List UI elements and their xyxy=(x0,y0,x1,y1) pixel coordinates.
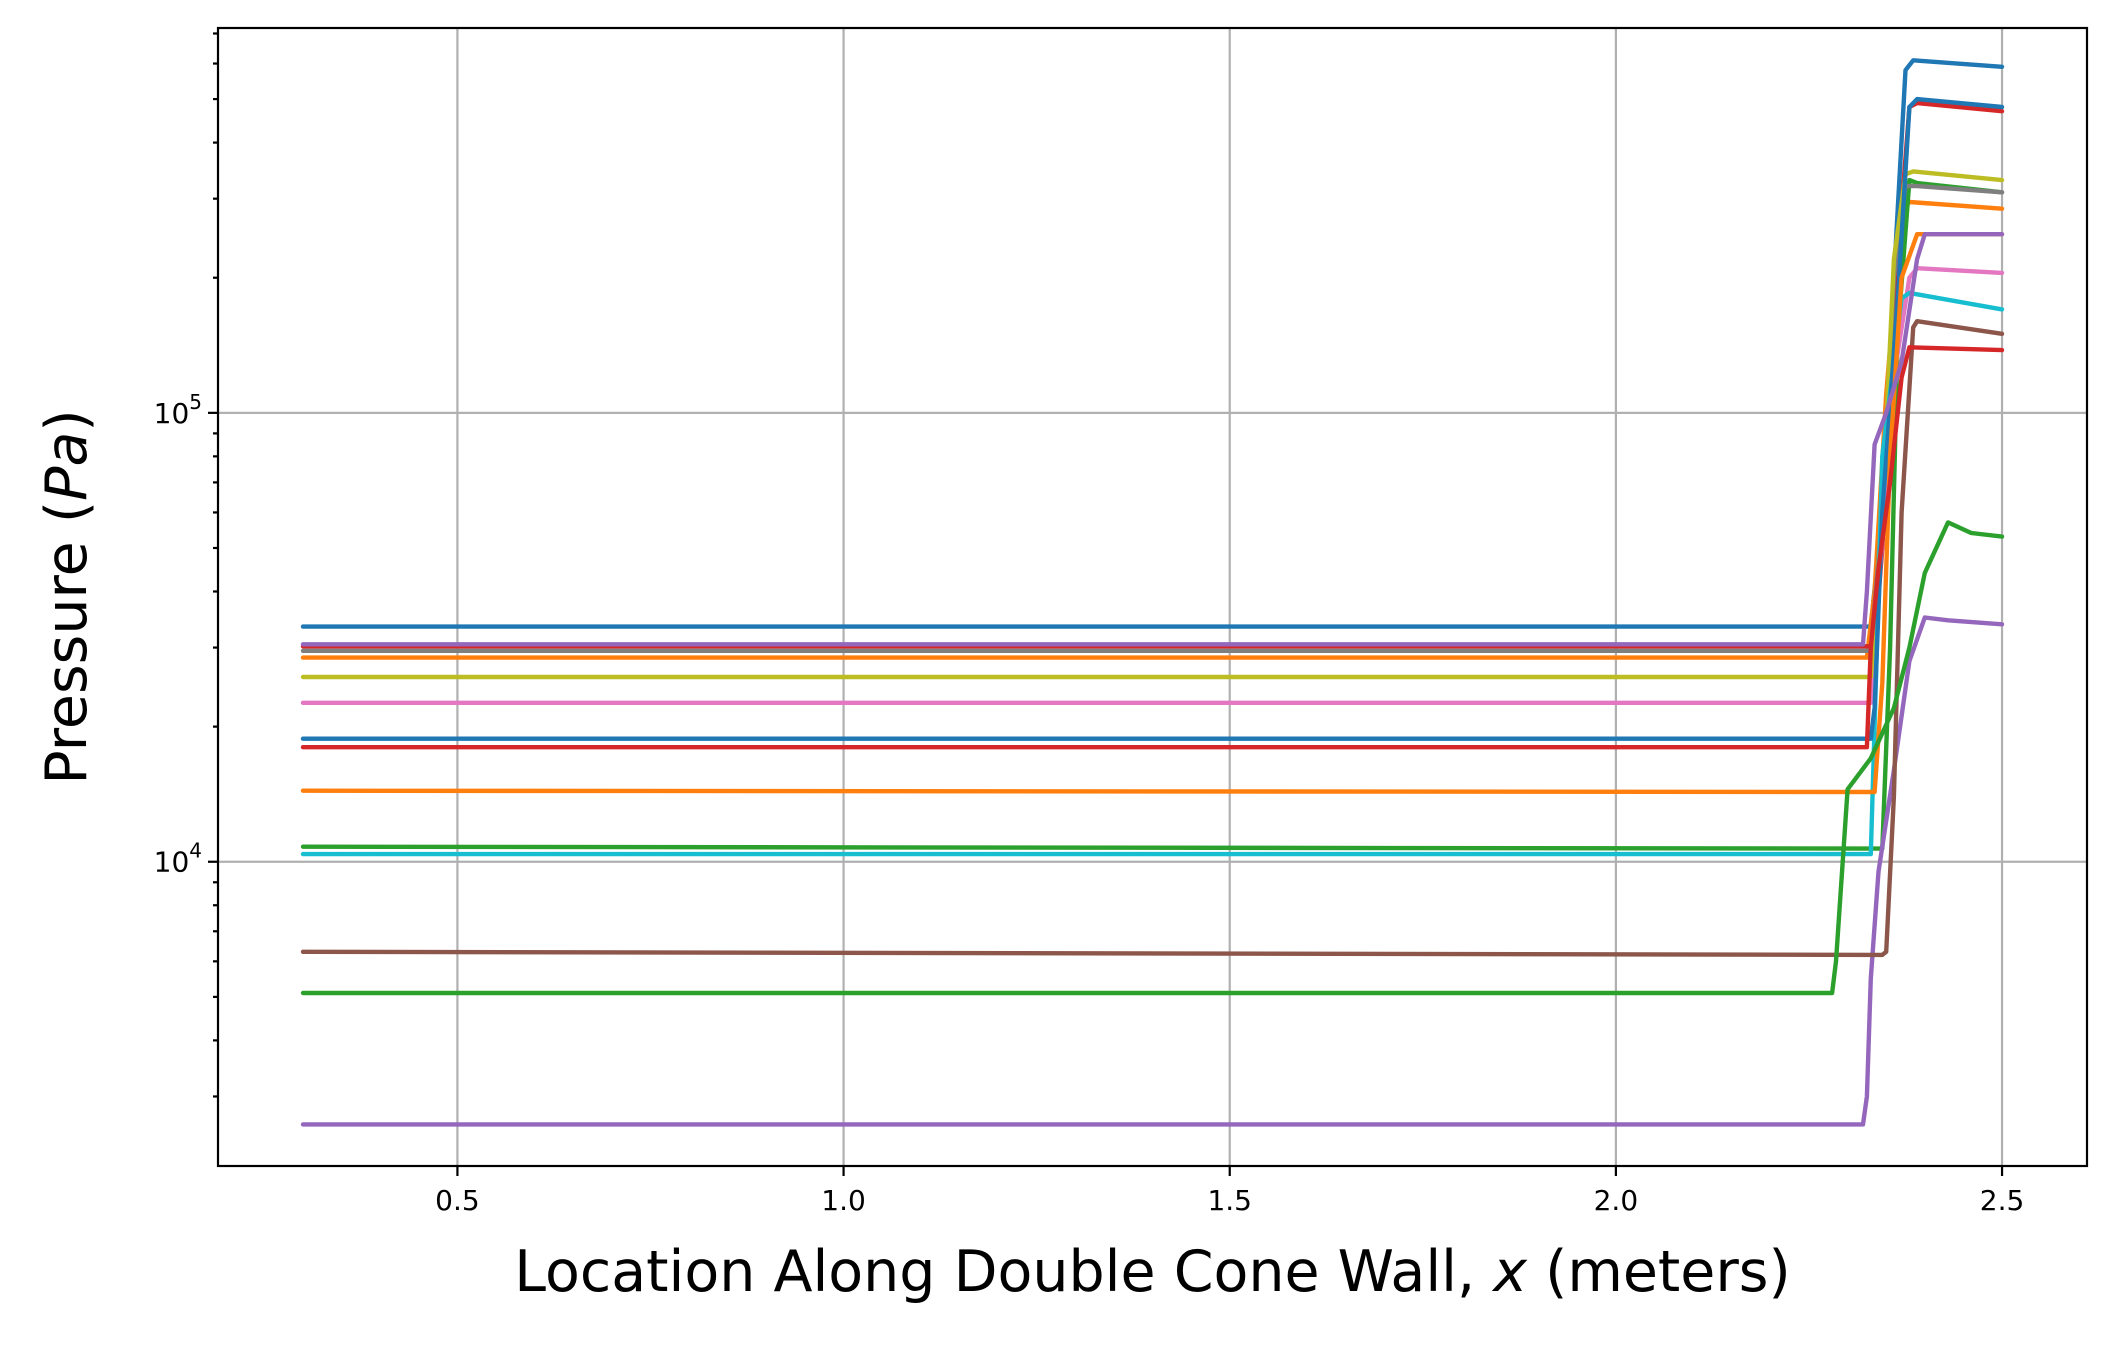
y-axis-ticks: 104 105 xyxy=(154,32,218,1098)
x-tick-label: 1.5 xyxy=(1207,1184,1252,1217)
y-tick-label: 104 xyxy=(154,839,202,879)
y-axis-label-suffix: ) xyxy=(34,409,100,431)
y-axis-label: Pressure (Pa) xyxy=(34,409,100,784)
x-axis-label: Location Along Double Cone Wall, x (mete… xyxy=(514,1239,1790,1305)
series-line-13 xyxy=(300,520,2005,996)
y-axis-label-var: Pa xyxy=(34,432,100,501)
x-axis-label-prefix: Location Along Double Cone Wall, xyxy=(514,1239,1493,1305)
series-line-6 xyxy=(300,319,2005,958)
series-line-12 xyxy=(300,232,2005,795)
x-axis-label-var: x xyxy=(1491,1239,1528,1305)
series-line-10 xyxy=(300,290,2005,857)
y-axis-label-prefix: Pressure ( xyxy=(34,501,100,785)
x-tick-label: 2.5 xyxy=(1980,1184,2025,1217)
series-line-14 xyxy=(300,345,2005,750)
x-tick-label: 2.0 xyxy=(1594,1184,1639,1217)
plot-frame xyxy=(216,26,2089,1168)
x-tick-label: 1.0 xyxy=(821,1184,866,1217)
series-line-5 xyxy=(300,615,2005,1127)
grid xyxy=(218,28,2087,1166)
series-lines xyxy=(300,58,2005,1127)
x-axis-ticks: 0.5 1.0 1.5 2.0 2.5 xyxy=(435,1166,2024,1217)
series-line-15 xyxy=(300,232,2005,647)
x-tick-label: 0.5 xyxy=(435,1184,480,1217)
x-axis-label-suffix: (meters) xyxy=(1527,1239,1791,1305)
y-tick-label: 105 xyxy=(154,390,202,430)
